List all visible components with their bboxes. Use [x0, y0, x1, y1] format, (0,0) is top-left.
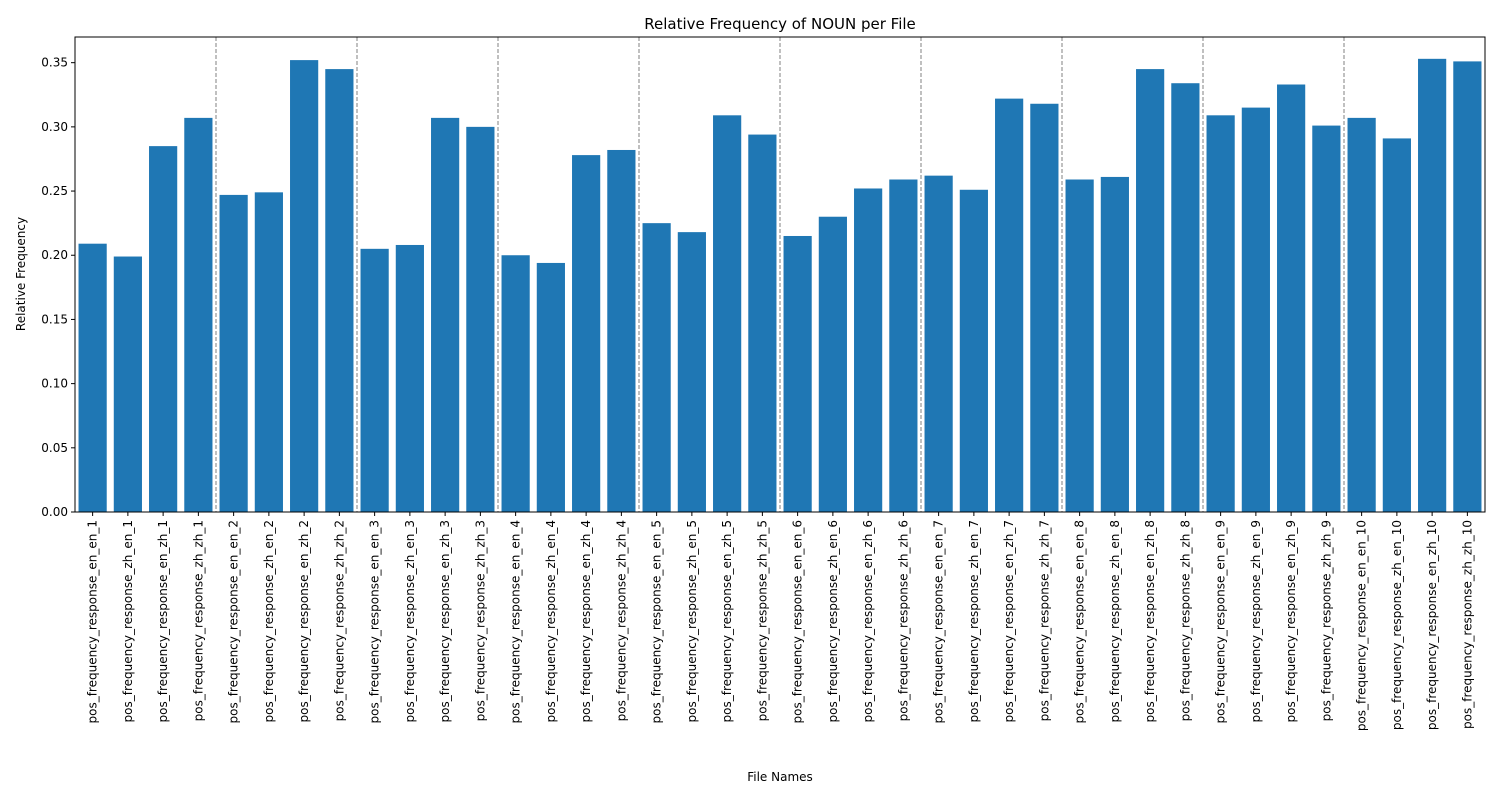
- bar: [1382, 138, 1411, 512]
- x-tick-label: pos_frequency_response_en_en_3: [368, 520, 382, 724]
- y-tick-label: 0.20: [41, 248, 68, 262]
- bar: [78, 243, 107, 512]
- bar: [607, 149, 636, 513]
- bar: [536, 262, 565, 512]
- x-tick-label: pos_frequency_response_zh_zh_5: [755, 520, 769, 721]
- y-tick-label: 0.05: [41, 441, 68, 455]
- x-axis-ticks: pos_frequency_response_en_en_1 pos_freque…: [86, 512, 1474, 731]
- bar: [113, 256, 142, 512]
- x-tick-label: pos_frequency_response_en_zh_10: [1425, 520, 1439, 730]
- bar: [1100, 176, 1129, 512]
- y-tick-label: 0.15: [41, 312, 68, 326]
- bar: [713, 115, 742, 512]
- x-tick-label: pos_frequency_response_zh_zh_2: [332, 520, 346, 721]
- bar: [325, 69, 354, 512]
- x-tick-label: pos_frequency_response_en_zh_4: [579, 520, 593, 722]
- x-tick-label: pos_frequency_response_zh_zh_10: [1460, 520, 1474, 729]
- bar: [854, 188, 883, 512]
- bar: [959, 189, 988, 512]
- plot-frame: [74, 36, 1486, 513]
- x-tick-label: pos_frequency_response_zh_zh_9: [1319, 520, 1333, 721]
- bar: [1241, 107, 1270, 513]
- x-tick-label: pos_frequency_response_en_zh_9: [1284, 520, 1298, 722]
- bar: [1347, 117, 1376, 512]
- bar: [889, 179, 918, 512]
- x-tick-label: pos_frequency_response_zh_zh_8: [1178, 520, 1192, 721]
- x-tick-label: pos_frequency_response_zh_en_1: [121, 520, 135, 722]
- x-tick-label: pos_frequency_response_zh_en_6: [826, 520, 840, 722]
- x-tick-label: pos_frequency_response_zh_en_5: [685, 520, 699, 722]
- bar: [677, 232, 706, 512]
- bar: [1312, 125, 1341, 512]
- x-tick-label: pos_frequency_response_zh_en_9: [1249, 520, 1263, 722]
- y-tick-label: 0.10: [41, 377, 68, 391]
- bar: [1453, 61, 1482, 512]
- x-tick-label: pos_frequency_response_zh_zh_4: [614, 520, 628, 721]
- bar: [748, 134, 777, 512]
- x-tick-label: pos_frequency_response_zh_en_8: [1108, 520, 1122, 722]
- bar: [995, 98, 1024, 513]
- bar: [290, 60, 319, 513]
- bar: [1277, 84, 1306, 512]
- x-tick-label: pos_frequency_response_en_zh_5: [720, 520, 734, 722]
- x-tick-label: pos_frequency_response_zh_zh_1: [191, 520, 205, 721]
- y-tick-label: 0.35: [41, 56, 68, 70]
- bar: [572, 155, 601, 513]
- bar: [149, 146, 178, 512]
- chart-title: Relative Frequency of NOUN per File: [644, 15, 916, 33]
- group-separators: [215, 37, 1345, 512]
- y-tick-label: 0.00: [41, 505, 68, 519]
- bar: [1065, 179, 1094, 512]
- x-tick-label: pos_frequency_response_en_zh_6: [861, 520, 875, 722]
- bar: [184, 117, 213, 512]
- bar: [1171, 83, 1200, 512]
- bar: [501, 255, 530, 513]
- bar: [1418, 58, 1447, 512]
- x-tick-label: pos_frequency_response_en_en_5: [650, 520, 664, 724]
- x-tick-label: pos_frequency_response_en_en_10: [1355, 520, 1369, 731]
- bar: [818, 216, 847, 512]
- x-tick-label: pos_frequency_response_en_zh_3: [438, 520, 452, 722]
- x-tick-label: pos_frequency_response_en_zh_7: [1002, 520, 1016, 722]
- x-tick-label: pos_frequency_response_zh_en_10: [1390, 520, 1404, 730]
- x-tick-label: pos_frequency_response_zh_zh_6: [896, 520, 910, 721]
- y-tick-label: 0.30: [41, 120, 68, 134]
- bar: [1030, 103, 1059, 512]
- x-tick-label: pos_frequency_response_en_en_4: [509, 520, 523, 724]
- bar: [642, 223, 671, 512]
- x-tick-label: pos_frequency_response_zh_en_3: [403, 520, 417, 722]
- x-tick-label: pos_frequency_response_zh_en_4: [544, 520, 558, 722]
- x-tick-label: pos_frequency_response_en_zh_8: [1143, 520, 1157, 722]
- x-tick-label: pos_frequency_response_en_en_1: [86, 520, 100, 724]
- x-tick-label: pos_frequency_response_en_en_9: [1214, 520, 1228, 724]
- bar: [219, 194, 248, 513]
- y-axis-label: Relative Frequency: [14, 217, 28, 331]
- x-tick-label: pos_frequency_response_zh_en_7: [967, 520, 981, 722]
- bar: [924, 175, 953, 512]
- x-tick-label: pos_frequency_response_en_en_2: [227, 520, 241, 724]
- bar: [395, 244, 424, 513]
- x-tick-label: pos_frequency_response_zh_en_2: [262, 520, 276, 722]
- x-axis-label: File Names: [747, 770, 813, 784]
- y-tick-label: 0.25: [41, 184, 68, 198]
- bar: [1136, 69, 1165, 512]
- x-tick-label: pos_frequency_response_en_zh_1: [156, 520, 170, 722]
- x-tick-label: pos_frequency_response_en_en_8: [1073, 520, 1087, 724]
- x-tick-label: pos_frequency_response_zh_zh_3: [473, 520, 487, 721]
- bar: [254, 192, 283, 513]
- bar: [360, 248, 389, 512]
- bars-group: [78, 58, 1482, 513]
- bar: [466, 126, 495, 512]
- x-tick-label: pos_frequency_response_en_en_6: [791, 520, 805, 724]
- x-tick-label: pos_frequency_response_en_zh_2: [297, 520, 311, 722]
- bar: [783, 235, 812, 512]
- y-axis-ticks: 0.00 0.05 0.10 0.15 0.20 0.25 0.30 0.35: [41, 56, 75, 519]
- bar: [1206, 115, 1235, 512]
- x-tick-label: pos_frequency_response_zh_zh_7: [1037, 520, 1051, 721]
- bar: [431, 117, 460, 512]
- x-tick-label: pos_frequency_response_en_en_7: [932, 520, 946, 724]
